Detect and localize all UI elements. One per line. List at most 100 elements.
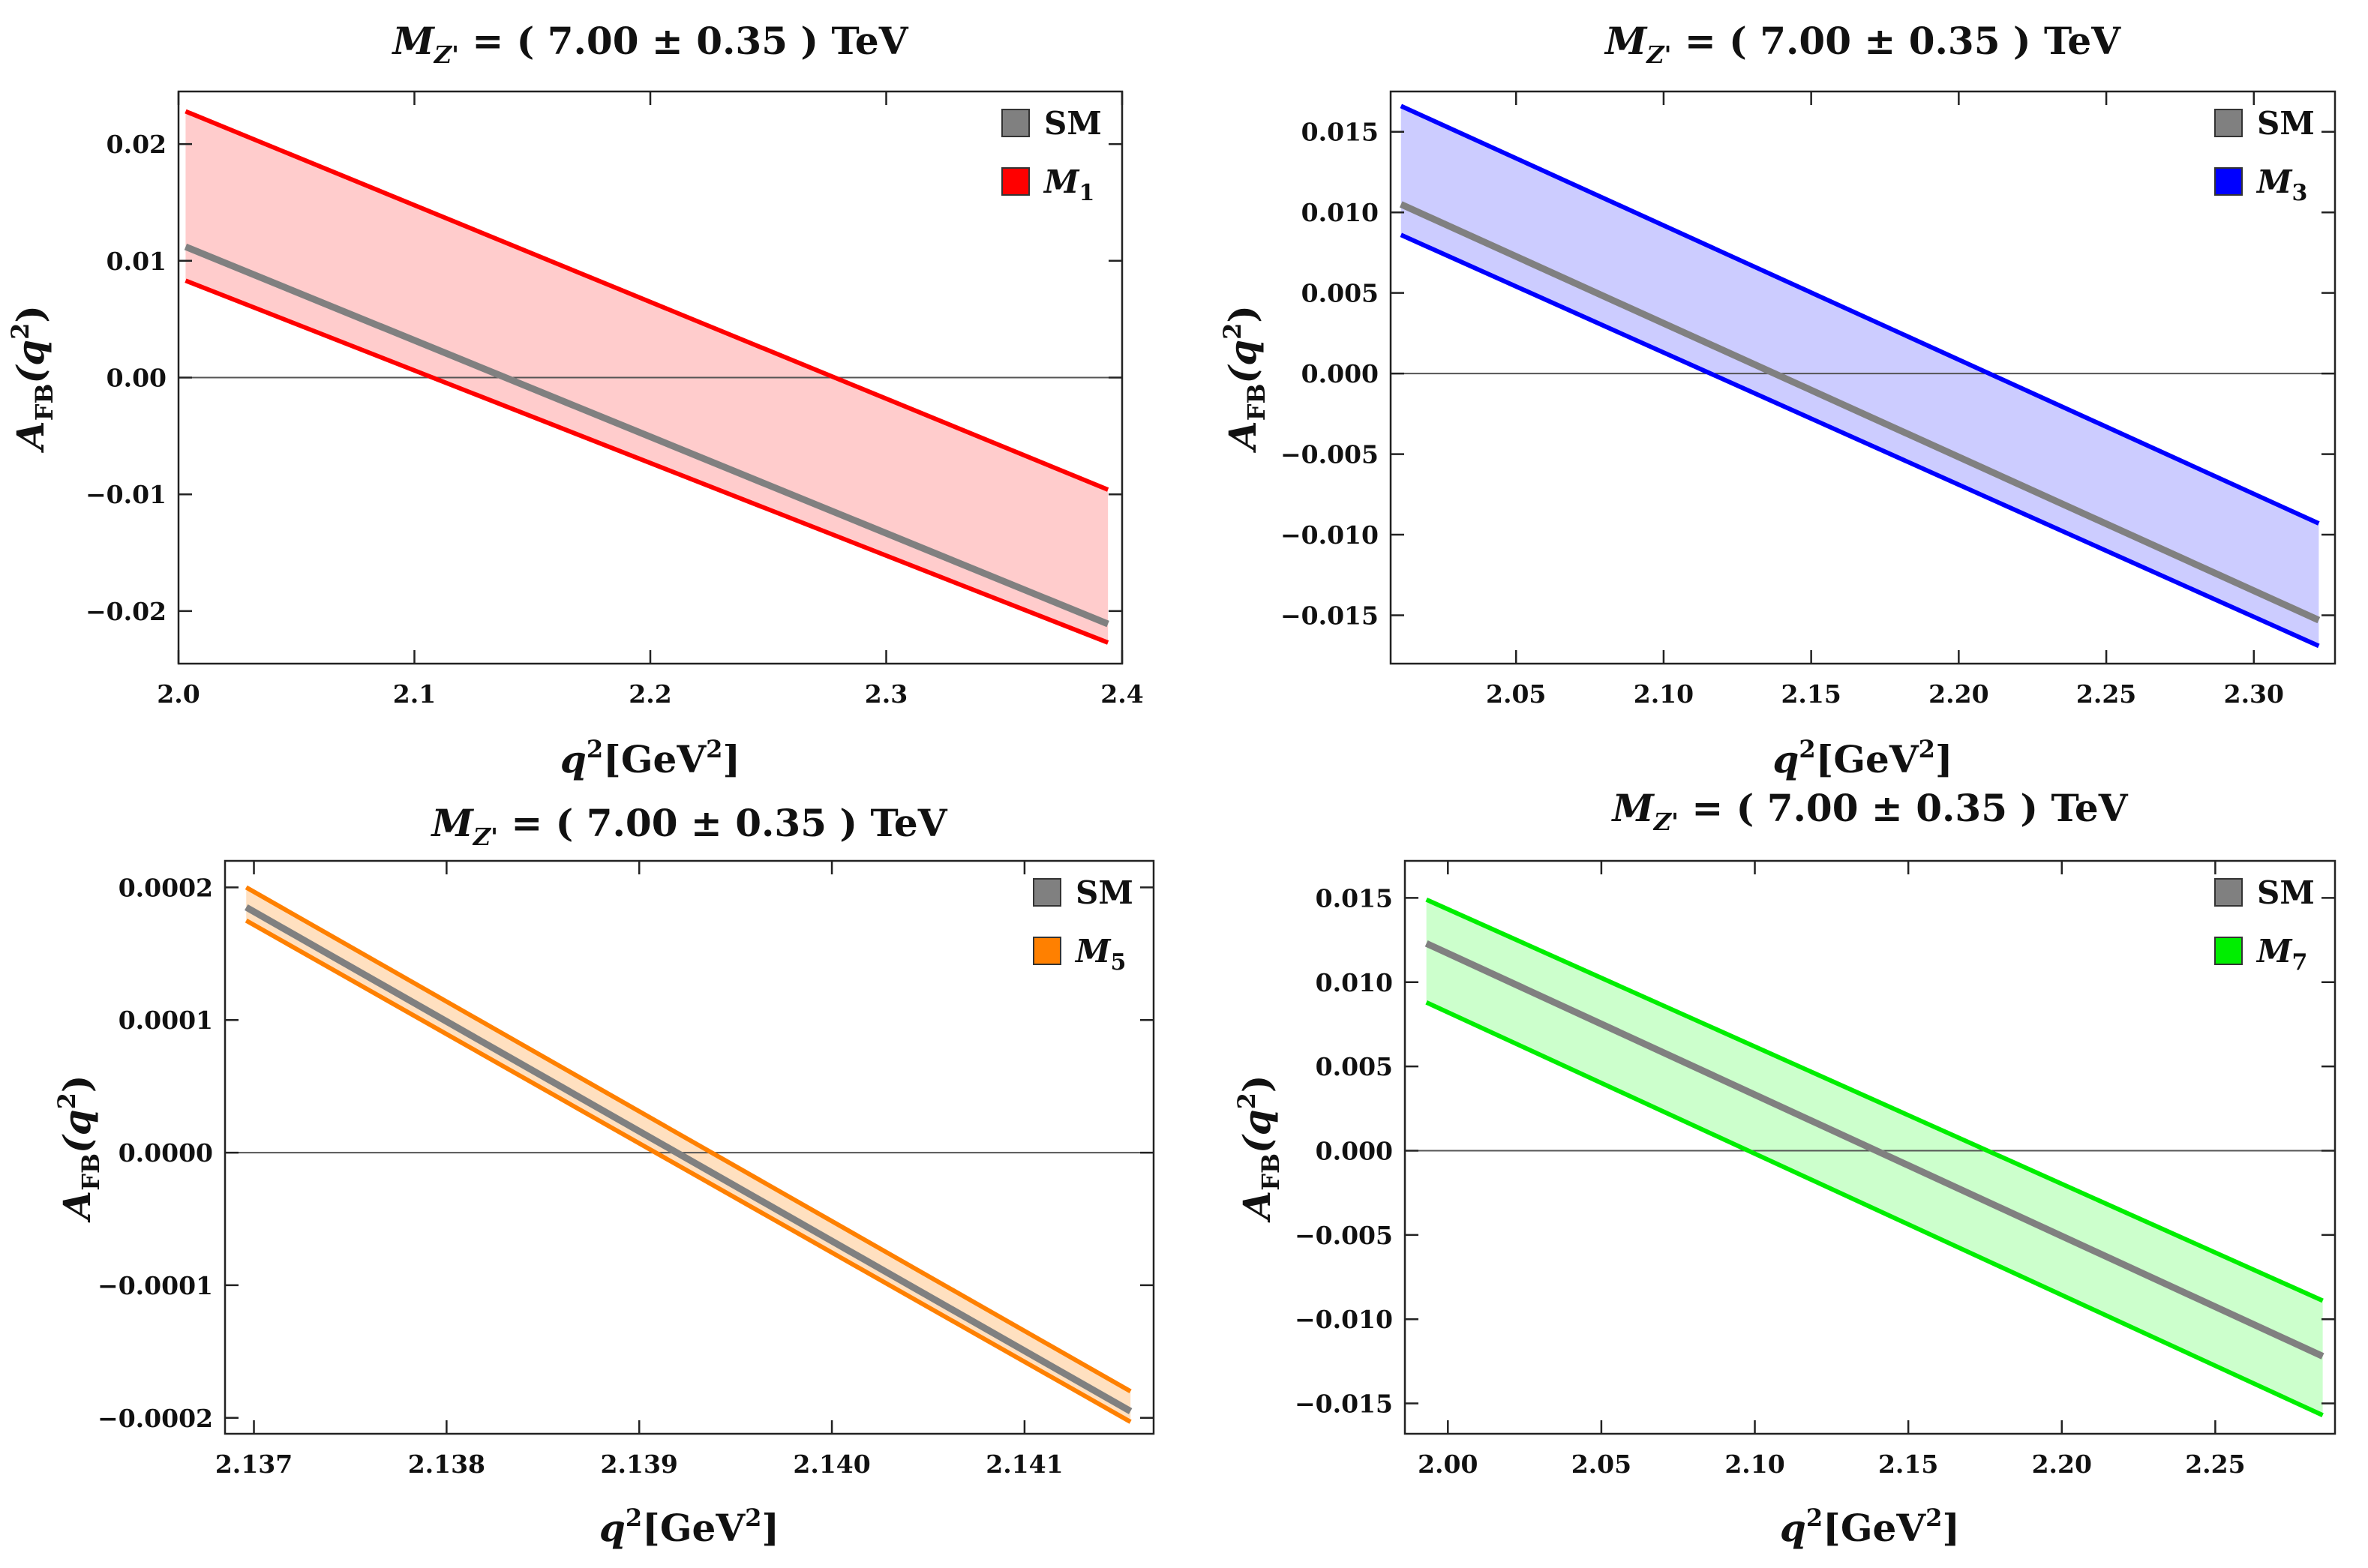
y-tick-label: 0.015 [1301,118,1379,147]
y-tick-label: −0.005 [1280,440,1379,469]
legend: SM M5 [1033,874,1133,976]
y-tick-label: −0.01 [86,480,167,509]
x-tick-label: 2.1 [393,679,436,709]
title-rest: = ( 7.00 ± 0.35 ) TeV [498,801,948,845]
y-tick-label: −0.0002 [98,1404,213,1433]
x-axis-label: q2[GeV2] [1780,1504,1960,1550]
xlabel-main: q [1772,737,1799,781]
legend-swatch-sm [2214,878,2243,907]
legend-label-sm: SM [2257,105,2315,142]
xlabel-sup: 2 [1799,735,1815,763]
xlabel-rest: [GeV [603,737,707,781]
ylabel-open: (q [1220,340,1265,384]
title-rest: = ( 7.00 ± 0.35 ) TeV [1679,786,2129,830]
y-tick-label: −0.010 [1295,1305,1393,1334]
ylabel-close: ) [1235,1075,1279,1093]
y-tick-label: −0.005 [1295,1221,1393,1250]
x-tick-label: 2.25 [2076,679,2136,709]
sm-line [1399,201,2321,624]
legend-swatch-sm [2214,109,2243,137]
band-lower-line [1400,232,2320,649]
x-tick-label: 2.138 [408,1450,485,1479]
x-tick-label: 2.25 [2185,1450,2245,1479]
band-upper-line [185,109,1109,492]
title-rest: = ( 7.00 ± 0.35 ) TeV [459,19,909,63]
title-main: M [1610,786,1655,830]
xlabel-rest: [GeV [1816,737,1919,781]
legend-swatch-model [2214,937,2243,965]
y-tick-label: 0.0002 [119,873,213,902]
legend-model-main: M [1074,933,1112,970]
x-axis-label: q2[GeV2] [560,735,740,781]
y-tick-label: −0.0001 [98,1271,213,1300]
xlabel-main: q [560,737,587,781]
ylabel-sub: FB [77,1153,105,1191]
x-tick-label: 2.20 [2032,1450,2092,1479]
y-tick-label: 0.00 [107,364,167,393]
chart-panel-2: 2.05 2.10 2.15 2.20 2.25 2.30 −0.015 −0.010 −0.0… [1218,19,2336,781]
ylabel-sup: 2 [1218,323,1247,340]
y-tick-label: −0.02 [86,597,167,626]
x-tick-label: 2.139 [601,1450,678,1479]
y-axis-label: AFB(q2) [1232,1075,1285,1222]
legend-label-sm: SM [1076,874,1133,911]
legend: SM M3 [2214,105,2315,206]
title-sub: Z' [1652,808,1679,836]
chart-panel-4: 2.00 2.05 2.10 2.15 2.20 2.25 −0.015 −0.010 −0.0… [1232,786,2336,1550]
y-tick-label: 0.005 [1316,1052,1393,1081]
ylabel-main: A [1220,421,1265,453]
plot-frame [1403,859,2336,1435]
y-axis-label: AFB(q2) [6,305,59,453]
x-tick-label: 2.15 [1878,1450,1938,1479]
chart-title: MZ' = ( 7.00 ± 0.35 ) TeV [1610,786,2128,836]
legend-label-model: M1 [1043,163,1094,206]
band-lower-line [185,278,1109,645]
x-tick-label: 2.20 [1928,679,1988,709]
sm-line [184,243,1109,628]
x-tick-label: 2.15 [1781,679,1841,709]
y-tick-label: 0.005 [1301,279,1379,308]
y-tick-label: 0.000 [1316,1136,1393,1165]
legend-label-model: M5 [1074,933,1126,976]
chart-title: MZ' = ( 7.00 ± 0.35 ) TeV [430,801,947,851]
ylabel-main: A [8,421,53,453]
chart-panel-1: 2.0 2.1 2.2 2.3 2.4−0.02−0.010.000.010.02MZ'… [6,19,1144,781]
y-tick-label: −0.010 [1280,520,1379,550]
x-tick-label: 2.10 [1724,1450,1784,1479]
legend-swatch-sm [1033,878,1061,907]
title-main: M [430,801,474,845]
legend-label-sm: SM [2257,874,2315,911]
ylabel-main: A [55,1191,99,1223]
title-sub: Z' [433,40,459,69]
ylabel-main: A [1235,1191,1279,1223]
xlabel-main: q [1780,1506,1806,1550]
legend-model-sub: 7 [2292,949,2308,976]
legend-model-main: M [2255,933,2293,970]
ylabel-close: ) [55,1075,99,1093]
y-tick-label: 0.02 [107,130,167,159]
y-tick-label: 0.01 [107,247,167,276]
x-tick-label: 2.2 [629,679,671,709]
legend-model-main: M [1043,163,1080,200]
x-tick-label: 2.4 [1100,679,1143,709]
y-tick-label: −0.015 [1295,1390,1393,1419]
title-sub: Z' [1645,40,1671,69]
plot-frame [1389,90,2336,665]
y-tick-label: 0.0000 [119,1138,213,1168]
x-tick-label: 2.137 [215,1450,293,1479]
xlabel-close: ] [1942,1506,1960,1550]
sm-line [1424,940,2324,1360]
ylabel-sub: FB [1256,1153,1285,1191]
xlabel-rest-sup: 2 [1919,735,1935,763]
legend-model-main: M [2255,163,2293,200]
legend-swatch-model [1033,937,1061,965]
legend-label-model: M7 [2255,933,2307,976]
xlabel-main: q [599,1506,626,1550]
xlabel-sup: 2 [1806,1504,1823,1532]
ylabel-sub: FB [1242,384,1271,421]
ylabel-close: ) [8,305,53,323]
x-axis-label: q2[GeV2] [1772,735,1952,781]
band-upper-line [1425,897,2324,1303]
legend-swatch-model [1001,167,1030,196]
xlabel-rest: [GeV [1823,1506,1926,1550]
